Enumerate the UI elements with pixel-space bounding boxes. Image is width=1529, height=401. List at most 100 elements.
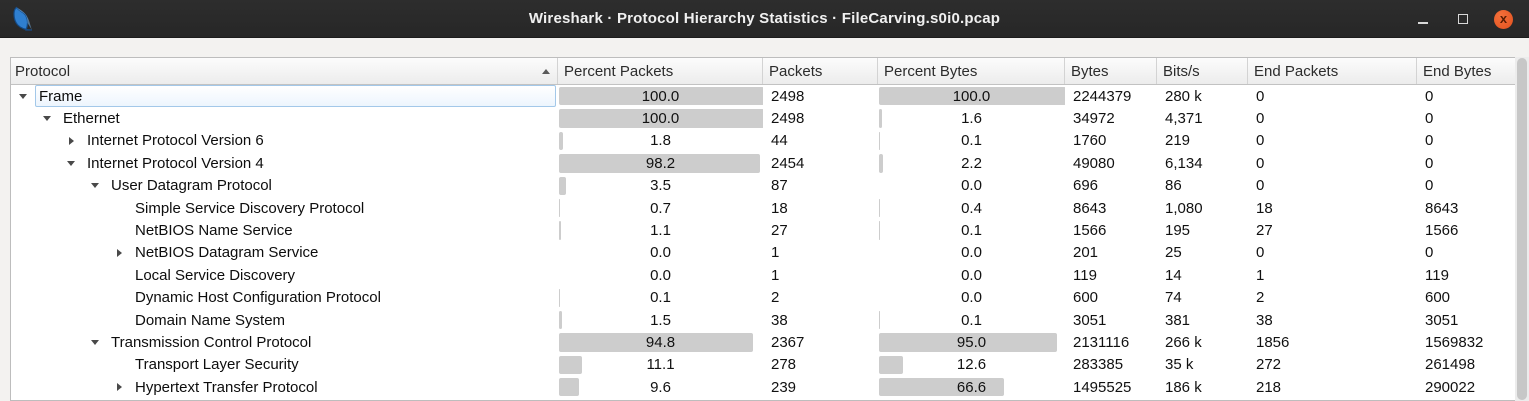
table-row[interactable]: Internet Protocol Version 6 1.8 44 0.1 1… (11, 130, 1515, 152)
maximize-button[interactable] (1454, 10, 1472, 28)
maximize-icon (1458, 14, 1468, 24)
table-row[interactable]: NetBIOS Name Service 1.1 27 0.1 1566 195… (11, 219, 1515, 241)
protocol-label: Domain Name System (135, 311, 286, 329)
table-row[interactable]: Internet Protocol Version 4 98.2 2454 2.… (11, 152, 1515, 174)
end-packets-value: 1 (1256, 266, 1265, 284)
table-row[interactable]: Ethernet 100.0 2498 1.6 34972 4,371 0 0 (11, 107, 1515, 129)
column-header-end-packets[interactable]: End Packets (1248, 58, 1417, 84)
column-header-packets[interactable]: Packets (763, 58, 878, 84)
expander-icon[interactable] (83, 340, 107, 345)
minimize-button[interactable] (1414, 10, 1432, 28)
expander-icon[interactable] (107, 249, 131, 257)
table-row[interactable]: Domain Name System 1.5 38 0.1 3051 381 3… (11, 309, 1515, 331)
protocol-cell: Frame (11, 85, 558, 108)
percent-packets-bar (559, 355, 582, 375)
protocol-cell: Local Service Discovery (11, 264, 558, 286)
column-header-packets-label: Packets (769, 62, 823, 80)
percent-packets-cell: 1.8 (558, 130, 763, 152)
end-bytes-value: 0 (1425, 132, 1434, 150)
table-row[interactable]: Local Service Discovery 0.0 1 0.0 119 14… (11, 264, 1515, 286)
packets-value: 2498 (771, 87, 805, 105)
percent-bytes-cell: 1.6 (878, 107, 1065, 129)
end-bytes-value: 1569832 (1425, 333, 1484, 351)
bits-per-second-value: 1,080 (1165, 199, 1203, 217)
bytes-value: 34972 (1073, 110, 1115, 128)
end-packets-value: 0 (1256, 87, 1265, 105)
expander-icon[interactable] (59, 161, 83, 166)
bits-per-second-value: 86 (1165, 177, 1182, 195)
column-header-percent-bytes[interactable]: Percent Bytes (878, 58, 1065, 84)
packets-value: 2498 (771, 110, 805, 128)
percent-bytes-value: 0.1 (961, 311, 982, 329)
percent-bytes-cell: 100.0 (878, 85, 1065, 107)
end-packets-value: 0 (1256, 244, 1265, 262)
percent-bytes-bar (879, 333, 1057, 352)
protocol-label-box: NetBIOS Name Service (131, 220, 556, 242)
column-header-end-bytes[interactable]: End Bytes (1417, 58, 1515, 84)
percent-bytes-cell: 0.1 (878, 130, 1065, 152)
percent-bytes-cell: 0.0 (878, 242, 1065, 264)
table-row[interactable]: Transmission Control Protocol 94.8 2367 … (11, 331, 1515, 353)
column-header-bytes[interactable]: Bytes (1065, 58, 1157, 84)
bits-per-second-value: 14 (1165, 266, 1182, 284)
table-row[interactable]: User Datagram Protocol 3.5 87 0.0 696 86… (11, 175, 1515, 197)
tree-indent (11, 331, 83, 353)
protocol-label: Dynamic Host Configuration Protocol (135, 289, 381, 307)
close-button[interactable]: x (1494, 9, 1513, 29)
percent-bytes-value: 0.0 (961, 244, 982, 262)
sort-ascending-icon (542, 68, 550, 74)
bytes-value: 283385 (1073, 356, 1124, 374)
bytes-value: 8643 (1073, 199, 1107, 217)
scrollbar-thumb[interactable] (1517, 58, 1527, 400)
bytes-value: 49080 (1073, 154, 1115, 172)
bytes-value: 1495525 (1073, 378, 1132, 396)
expander-icon[interactable] (107, 383, 131, 391)
column-header-percent-packets[interactable]: Percent Packets (558, 58, 763, 84)
table-row[interactable]: Frame 100.0 2498 100.0 2244379 280 k 0 0 (11, 85, 1515, 108)
table-body: Frame 100.0 2498 100.0 2244379 280 k 0 0… (11, 85, 1515, 399)
protocol-cell: Domain Name System (11, 309, 558, 331)
table-row[interactable]: Hypertext Transfer Protocol 9.6 239 66.6… (11, 376, 1515, 398)
percent-packets-bar (559, 221, 562, 240)
titlebar[interactable]: Wireshark · Protocol Hierarchy Statistic… (0, 0, 1529, 38)
bytes-value: 201 (1073, 244, 1099, 262)
percent-packets-value: 98.2 (645, 154, 676, 172)
bytes-value: 3051 (1073, 311, 1107, 329)
protocol-label-box: Hypertext Transfer Protocol (131, 376, 556, 398)
packets-value: 2454 (771, 154, 805, 172)
table-row[interactable]: Simple Service Discovery Protocol 0.7 18… (11, 197, 1515, 219)
column-header-percent-packets-label: Percent Packets (564, 62, 674, 80)
expander-icon[interactable] (59, 137, 83, 145)
protocol-cell: Transport Layer Security (11, 354, 558, 376)
vertical-scrollbar[interactable] (1515, 57, 1529, 401)
column-header-protocol[interactable]: Protocol (11, 58, 558, 84)
end-bytes-value: 8643 (1425, 199, 1459, 217)
protocol-label-box: User Datagram Protocol (107, 175, 556, 197)
percent-bytes-value: 95.0 (956, 333, 987, 351)
percent-packets-value: 0.1 (650, 289, 671, 307)
end-bytes-value: 1566 (1425, 222, 1459, 240)
column-header-bits-per-second[interactable]: Bits/s (1157, 58, 1248, 84)
protocol-label: NetBIOS Datagram Service (135, 244, 319, 262)
protocol-label-box: Transmission Control Protocol (107, 331, 556, 353)
percent-packets-bar (559, 333, 754, 352)
protocol-cell: Simple Service Discovery Protocol (11, 197, 558, 219)
expander-icon[interactable] (11, 94, 35, 99)
expander-icon[interactable] (35, 116, 59, 121)
bytes-value: 119 (1073, 266, 1097, 284)
percent-bytes-bar (879, 198, 880, 218)
packets-value: 44 (771, 132, 788, 150)
protocol-label: Transport Layer Security (135, 356, 299, 374)
protocol-label-box: Dynamic Host Configuration Protocol (131, 287, 556, 309)
tree-indent (11, 376, 107, 398)
end-bytes-value: 0 (1425, 154, 1434, 172)
window-title: Wireshark · Protocol Hierarchy Statistic… (528, 10, 1001, 27)
table-row[interactable]: Transport Layer Security 11.1 278 12.6 2… (11, 354, 1515, 376)
percent-bytes-value: 66.6 (956, 378, 987, 396)
packets-value: 2367 (771, 333, 805, 351)
tree-indent (11, 130, 59, 152)
table-header: Protocol Percent Packets Packets Percent… (11, 58, 1515, 85)
expander-icon[interactable] (83, 183, 107, 188)
table-row[interactable]: Dynamic Host Configuration Protocol 0.1 … (11, 287, 1515, 309)
table-row[interactable]: NetBIOS Datagram Service 0.0 1 0.0 201 2… (11, 242, 1515, 264)
